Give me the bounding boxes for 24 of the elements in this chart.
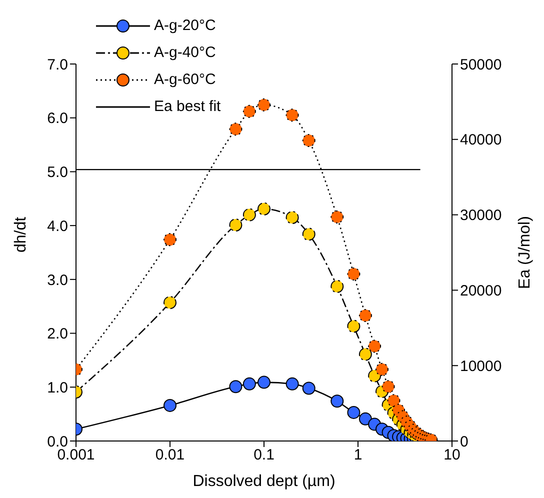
x-tick-label: 0.1 — [254, 446, 274, 464]
legend-label: Ea best fit — [154, 98, 221, 115]
y-tick-label: 4.0 — [47, 218, 68, 235]
x-tick-label: 10 — [444, 446, 460, 464]
y-tick-label: 1.0 — [47, 379, 68, 396]
y2-tick-label: 40000 — [460, 132, 502, 149]
legend-label: A-g-40°C — [154, 44, 216, 61]
y-tick-label: 3.0 — [47, 272, 68, 289]
legend-label: A-g-60°C — [154, 71, 216, 88]
y2-axis-title: Ea (J/mol) — [516, 216, 534, 289]
y-tick-label: 2.0 — [47, 326, 68, 343]
x-tick-label: 0.01 — [155, 446, 185, 464]
y-axis-title: dh/dt — [12, 216, 30, 252]
x-tick-label: 1 — [354, 446, 362, 464]
y2-tick-label: 10000 — [460, 358, 502, 375]
y2-tick-label: 20000 — [460, 282, 502, 300]
y-tick-label: 5.0 — [47, 164, 68, 182]
x-axis-title: Dissolved dept (µm) — [192, 473, 336, 490]
y-tick-label: 6.0 — [47, 110, 68, 128]
legend-label: A-g-20°C — [154, 17, 216, 34]
y2-tick-label: 30000 — [460, 207, 502, 224]
y2-tick-label: 0 — [460, 433, 468, 450]
y2-tick-label: 50000 — [460, 56, 502, 74]
y-tick-label: 7.0 — [47, 56, 68, 74]
